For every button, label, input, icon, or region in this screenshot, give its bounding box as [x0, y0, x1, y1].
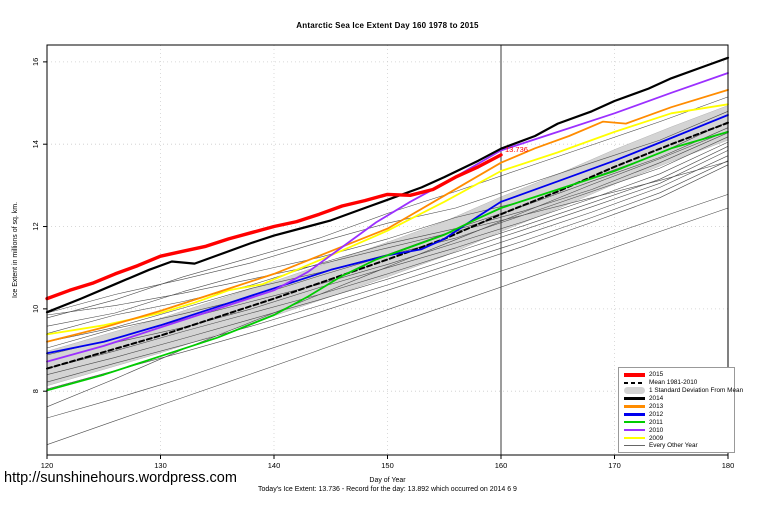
legend-swatch-medium	[624, 413, 645, 416]
series-line-2010	[46, 72, 729, 363]
legend-item-2010: 2010	[624, 426, 732, 434]
other-year-line	[46, 161, 729, 316]
other-year-line	[46, 127, 729, 334]
other-year-line	[46, 164, 729, 390]
legend-label: Every Other Year	[649, 442, 698, 450]
y-tick-label: 8	[31, 389, 40, 393]
x-tick-label: 140	[268, 461, 281, 470]
site-url-link[interactable]: http://sunshinehours.wordpress.com	[4, 470, 237, 486]
x-tick-label: 130	[154, 461, 167, 470]
legend-item-2009: 2009	[624, 434, 732, 442]
series-line-2015	[45, 153, 503, 301]
legend-box: 2015 Mean 1981-2010 1 Standard Deviation F…	[618, 367, 743, 453]
series-line-2014	[45, 56, 730, 314]
legend-label: 2009	[649, 434, 664, 442]
series-line-2009	[46, 103, 729, 336]
legend-item-2012: 2012	[624, 410, 732, 418]
other-year-line	[46, 194, 729, 419]
series-line-2013	[46, 89, 729, 343]
chart-title: Antarctic Sea Ice Extent Day 160 1978 to…	[296, 21, 479, 30]
y-axis-label: Ice Extent in millions of sq. km.	[12, 202, 19, 298]
legend-item-1-standard-deviation-from-mean: 1 Standard Deviation From Mean	[624, 387, 743, 395]
legend-swatch-dashed	[624, 381, 645, 385]
legend-swatch-thin	[624, 445, 645, 447]
x-tick-label: 120	[41, 461, 54, 470]
footnote-text: Today's Ice Extent: 13.736 - Record for …	[258, 486, 517, 493]
y-tick-label: 14	[31, 140, 40, 148]
series-line-2011	[46, 130, 729, 392]
other-year-line	[46, 130, 729, 408]
other-year-line	[46, 146, 729, 362]
x-tick-label: 170	[608, 461, 621, 470]
x-tick-label: 180	[722, 461, 735, 470]
y-tick-label: 10	[31, 305, 40, 313]
other-year-line	[46, 155, 729, 375]
other-year-line	[46, 111, 729, 314]
legend-item-mean-1981-2010: Mean 1981-2010	[624, 379, 732, 387]
x-tick-label: 160	[495, 461, 508, 470]
today-value-label: 13.736	[505, 145, 528, 154]
legend-swatch-medium	[624, 436, 645, 440]
y-tick-label: 12	[31, 222, 40, 230]
x-tick-label: 150	[381, 461, 394, 470]
legend-label: 1 Standard Deviation From Mean	[649, 387, 744, 395]
legend-label: 2013	[649, 403, 664, 410]
legend-item-2014: 2014	[624, 395, 732, 403]
legend-label: 2014	[649, 395, 664, 403]
other-year-line	[46, 160, 729, 383]
plot-frame	[46, 44, 729, 456]
std-dev-band	[46, 105, 729, 387]
legend-item-2011: 2011	[624, 418, 732, 426]
other-year-line	[46, 150, 729, 369]
other-year-line	[46, 207, 729, 445]
y-tick-label: 16	[31, 58, 40, 66]
legend-label: 2011	[649, 418, 663, 426]
legend-swatch-medium	[624, 421, 645, 424]
legend-swatch-thick	[624, 372, 645, 377]
legend-swatch-medium	[624, 428, 645, 432]
series-line-mean-1981-2010	[46, 121, 729, 370]
series-line-2012	[46, 114, 729, 355]
legend-item-every-other-year: Every Other Year	[624, 442, 732, 450]
legend-item-2013: 2013	[624, 403, 732, 411]
legend-label: 2010	[649, 426, 664, 434]
legend-swatch-medium	[624, 397, 645, 400]
legend-swatch-band	[624, 387, 645, 395]
legend-label: 2015	[649, 371, 664, 379]
legend-item-2015: 2015	[624, 371, 732, 379]
legend-label: 2012	[649, 410, 664, 418]
x-axis-label: Day of Year	[369, 477, 406, 484]
legend-swatch-medium	[624, 405, 645, 408]
legend-label: Mean 1981-2010	[649, 379, 698, 387]
other-year-line	[46, 121, 729, 327]
